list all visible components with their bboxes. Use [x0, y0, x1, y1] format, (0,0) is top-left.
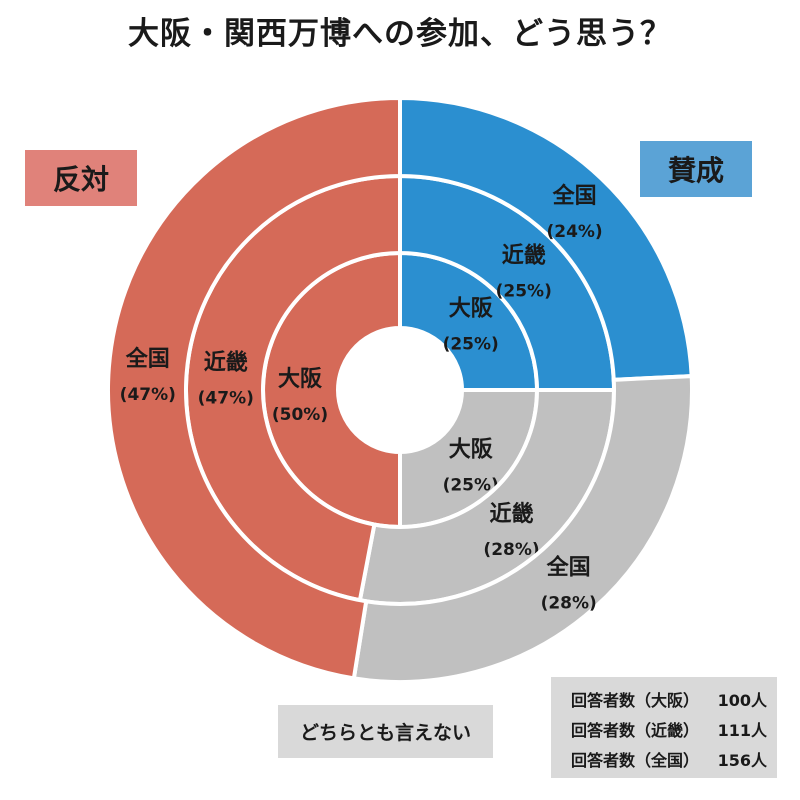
slice-label-neutral-ring-3: 全国 [546, 555, 591, 581]
respondent-label: 回答者数（全国） [571, 751, 700, 770]
slice-label-neutral-ring-2: 近畿 [490, 501, 534, 527]
chart-title: 大阪・関西万博への参加、どう思う？ [128, 16, 672, 52]
slice-label-oppose-ring-1: 大阪 [278, 367, 322, 392]
slice-value-support-ring-3: (24%) [546, 222, 602, 242]
slice-oppose-ring-3 [106, 95, 402, 681]
respondent-row-osaka: 回答者数（大阪） 100人 [551, 684, 777, 714]
slice-value-oppose-ring-2: (47%) [198, 389, 254, 409]
slice-neutral-ring-3 [351, 374, 694, 684]
slice-value-neutral-ring-3: (28%) [541, 594, 597, 614]
slice-value-neutral-ring-2: (28%) [483, 540, 539, 560]
respondent-row-national: 回答者数（全国） 156人 [551, 744, 777, 774]
respondent-row-kinki: 回答者数（近畿） 111人 [551, 714, 777, 744]
slice-label-support-ring-3: 全国 [552, 183, 597, 209]
respondent-count: 100人 [717, 691, 767, 710]
respondent-count: 111人 [717, 721, 767, 740]
respondent-count: 156人 [717, 751, 767, 770]
legend-neutral-label: どちらとも言えない [299, 722, 471, 744]
legend-oppose-label: 反対 [52, 163, 109, 196]
slice-label-neutral-ring-1: 大阪 [449, 438, 493, 463]
respondent-label: 回答者数（近畿） [571, 721, 700, 740]
legend-support-label: 賛成 [667, 154, 724, 187]
legend-support: 賛成 [640, 141, 752, 197]
slice-label-support-ring-1: 大阪 [449, 296, 493, 321]
legend-oppose: 反対 [25, 150, 137, 206]
slice-label-support-ring-2: 近畿 [502, 242, 546, 268]
slice-label-oppose-ring-3: 全国 [125, 346, 170, 372]
slice-label-oppose-ring-2: 近畿 [204, 350, 248, 376]
slice-value-support-ring-1: (25%) [443, 334, 499, 354]
slice-value-neutral-ring-1: (25%) [443, 476, 499, 496]
legend-neutral: どちらとも言えない [278, 705, 493, 758]
respondent-label: 回答者数（大阪） [571, 691, 700, 710]
slice-value-oppose-ring-3: (47%) [120, 385, 176, 405]
slice-support-ring-3 [398, 95, 694, 382]
slice-value-support-ring-2: (25%) [496, 281, 552, 301]
respondent-counts: 回答者数（大阪） 100人 回答者数（近畿） 111人 回答者数（全国） 156… [551, 677, 777, 778]
slice-value-oppose-ring-1: (50%) [272, 405, 328, 425]
